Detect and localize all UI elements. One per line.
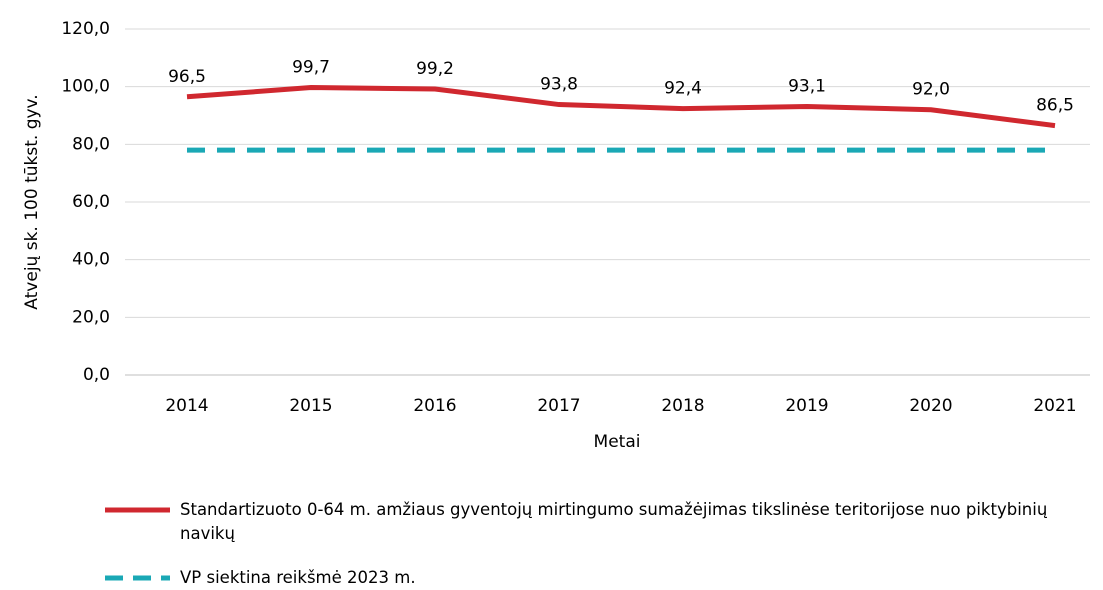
y-tick-label: 40,0	[72, 250, 110, 270]
x-tick-label: 2018	[661, 396, 704, 416]
x-tick-label: 2015	[289, 396, 332, 416]
data-label: 92,0	[912, 80, 950, 100]
y-tick-label: 0,0	[83, 365, 110, 385]
legend-item: VP siektina reikšmė 2023 m.	[0, 566, 1060, 590]
x-axis-label: Metai	[594, 432, 641, 452]
x-tick-label: 2019	[785, 396, 828, 416]
y-axis-label: Atvejų sk. 100 tūkst. gyv.	[22, 94, 42, 309]
x-tick-label: 2014	[165, 396, 208, 416]
y-tick-label: 60,0	[72, 192, 110, 212]
legend-label: VP siektina reikšmė 2023 m.	[180, 568, 416, 587]
x-tick-label: 2017	[537, 396, 580, 416]
x-tick-label: 2020	[909, 396, 952, 416]
y-tick-label: 80,0	[72, 134, 110, 154]
series-line	[186, 85, 1056, 129]
chart: Atvejų sk. 100 tūkst. gyv. Metai 0,0 20,0…	[22, 19, 1090, 452]
data-label: 93,1	[788, 77, 826, 97]
data-label: 92,4	[664, 79, 702, 99]
legend-item: Standartizuoto 0-64 m. amžiaus gyventojų…	[0, 498, 1060, 546]
x-tick-label: 2021	[1033, 396, 1076, 416]
y-tick-label: 120,0	[61, 19, 110, 39]
data-label: 93,8	[540, 75, 578, 95]
data-label: 96,5	[168, 67, 206, 87]
data-label: 99,7	[292, 58, 330, 78]
data-label: 99,2	[416, 59, 454, 79]
x-tick-label: 2016	[413, 396, 456, 416]
y-tick-label: 20,0	[72, 307, 110, 327]
legend-swatch	[105, 575, 170, 581]
legend-label: Standartizuoto 0-64 m. amžiaus gyventojų…	[180, 500, 1048, 543]
data-label: 86,5	[1036, 96, 1074, 116]
y-tick-label: 100,0	[61, 77, 110, 97]
legend-swatch	[105, 507, 170, 513]
